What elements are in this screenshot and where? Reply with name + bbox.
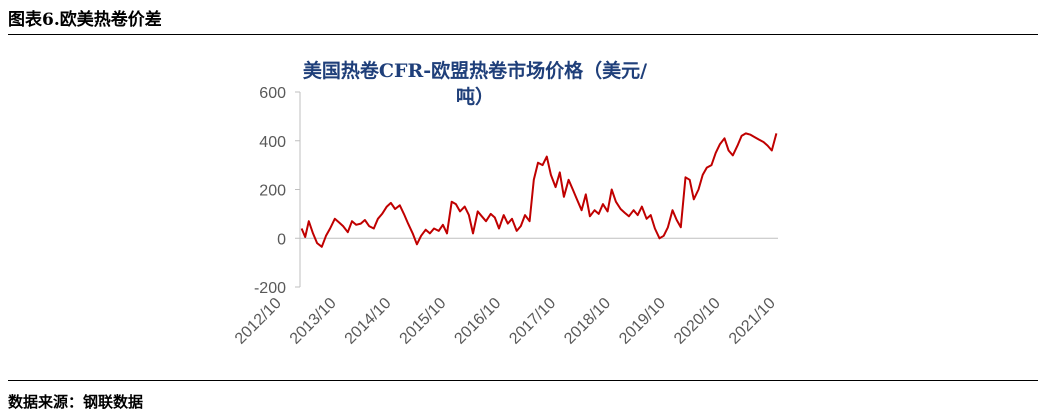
source-note: 数据来源：钢联数据: [8, 393, 144, 411]
x-tick-label: 2012/10: [232, 295, 285, 348]
x-tick-label: 2017/10: [506, 295, 559, 348]
chart-title-line-2: 吨）: [456, 85, 494, 108]
y-axis: 600 400 200 0 -200: [254, 85, 300, 297]
chart-title-line-1: 美国热卷CFR-欧盟热卷市场价格（美元/: [303, 59, 647, 82]
x-tick-label: 2018/10: [561, 295, 614, 348]
top-divider: [8, 34, 1038, 35]
y-tick-label: 200: [259, 183, 286, 200]
x-axis: 2012/10 2013/10 2014/10 2015/10 2016/10 2017/…: [232, 295, 779, 348]
x-tick-label: 2016/10: [451, 295, 504, 348]
figure-title: 图表6.欧美热卷价差: [8, 10, 162, 30]
x-tick-label: 2014/10: [342, 295, 395, 348]
y-tick-label: 400: [259, 134, 286, 151]
x-tick-label: 2019/10: [616, 295, 669, 348]
series-line: [300, 132, 778, 248]
y-tick-label: 600: [259, 85, 286, 102]
bottom-divider: [8, 380, 1038, 381]
y-tick-label: 0: [277, 231, 286, 248]
x-tick-label: 2020/10: [671, 295, 724, 348]
x-tick-label: 2013/10: [287, 295, 340, 348]
x-tick-label: 2021/10: [726, 295, 779, 348]
y-tick-label: -200: [254, 280, 286, 297]
x-tick-label: 2015/10: [397, 295, 450, 348]
